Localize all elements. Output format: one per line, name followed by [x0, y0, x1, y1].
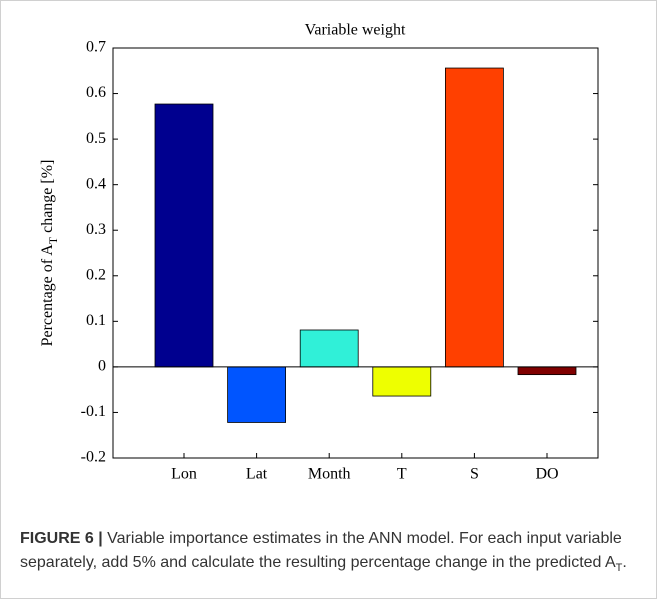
y-axis-label: Percentage of ATchange [%]	[39, 160, 60, 347]
chart: Variable weight Percentage of ATchange […	[39, 22, 599, 483]
caption-text: Variable importance estimates in the ANN…	[20, 530, 622, 571]
caption-end: .	[622, 554, 627, 571]
x-tick-label: Lat	[246, 466, 268, 483]
x-tick-label: Lon	[171, 466, 197, 483]
bar	[372, 366, 432, 397]
caption: FIGURE 6 | Variable importance estimates…	[20, 527, 640, 580]
x-tick-label: Month	[308, 466, 351, 483]
y-label-end: change [%]	[39, 160, 56, 233]
x-tick-label: DO	[535, 466, 558, 483]
plot-box	[112, 47, 599, 459]
y-tick-label: 0.7	[86, 39, 106, 56]
y-tick-label: -0.2	[81, 449, 106, 466]
x-tick-label: T	[397, 466, 407, 483]
x-tick-label: S	[470, 466, 479, 483]
y-label-sub: T	[46, 236, 60, 244]
y-tick-label: 0	[98, 358, 106, 375]
bar	[517, 366, 577, 376]
bar	[227, 366, 287, 423]
bar	[154, 103, 214, 368]
y-tick-label: 0.2	[86, 266, 106, 283]
y-tick-label: 0.6	[86, 84, 106, 101]
y-tick-label: 0.5	[86, 130, 106, 147]
y-tick-label: 0.3	[86, 221, 106, 238]
bar	[299, 329, 359, 368]
chart-title: Variable weight	[305, 22, 406, 39]
y-tick-label: 0.1	[86, 312, 106, 329]
bar	[444, 67, 504, 368]
caption-sub: T	[615, 562, 623, 575]
y-tick-label: -0.1	[81, 403, 106, 420]
caption-label: FIGURE 6 |	[20, 530, 103, 547]
y-label-main: Percentage of A	[39, 244, 56, 347]
y-tick-label: 0.4	[86, 175, 106, 192]
